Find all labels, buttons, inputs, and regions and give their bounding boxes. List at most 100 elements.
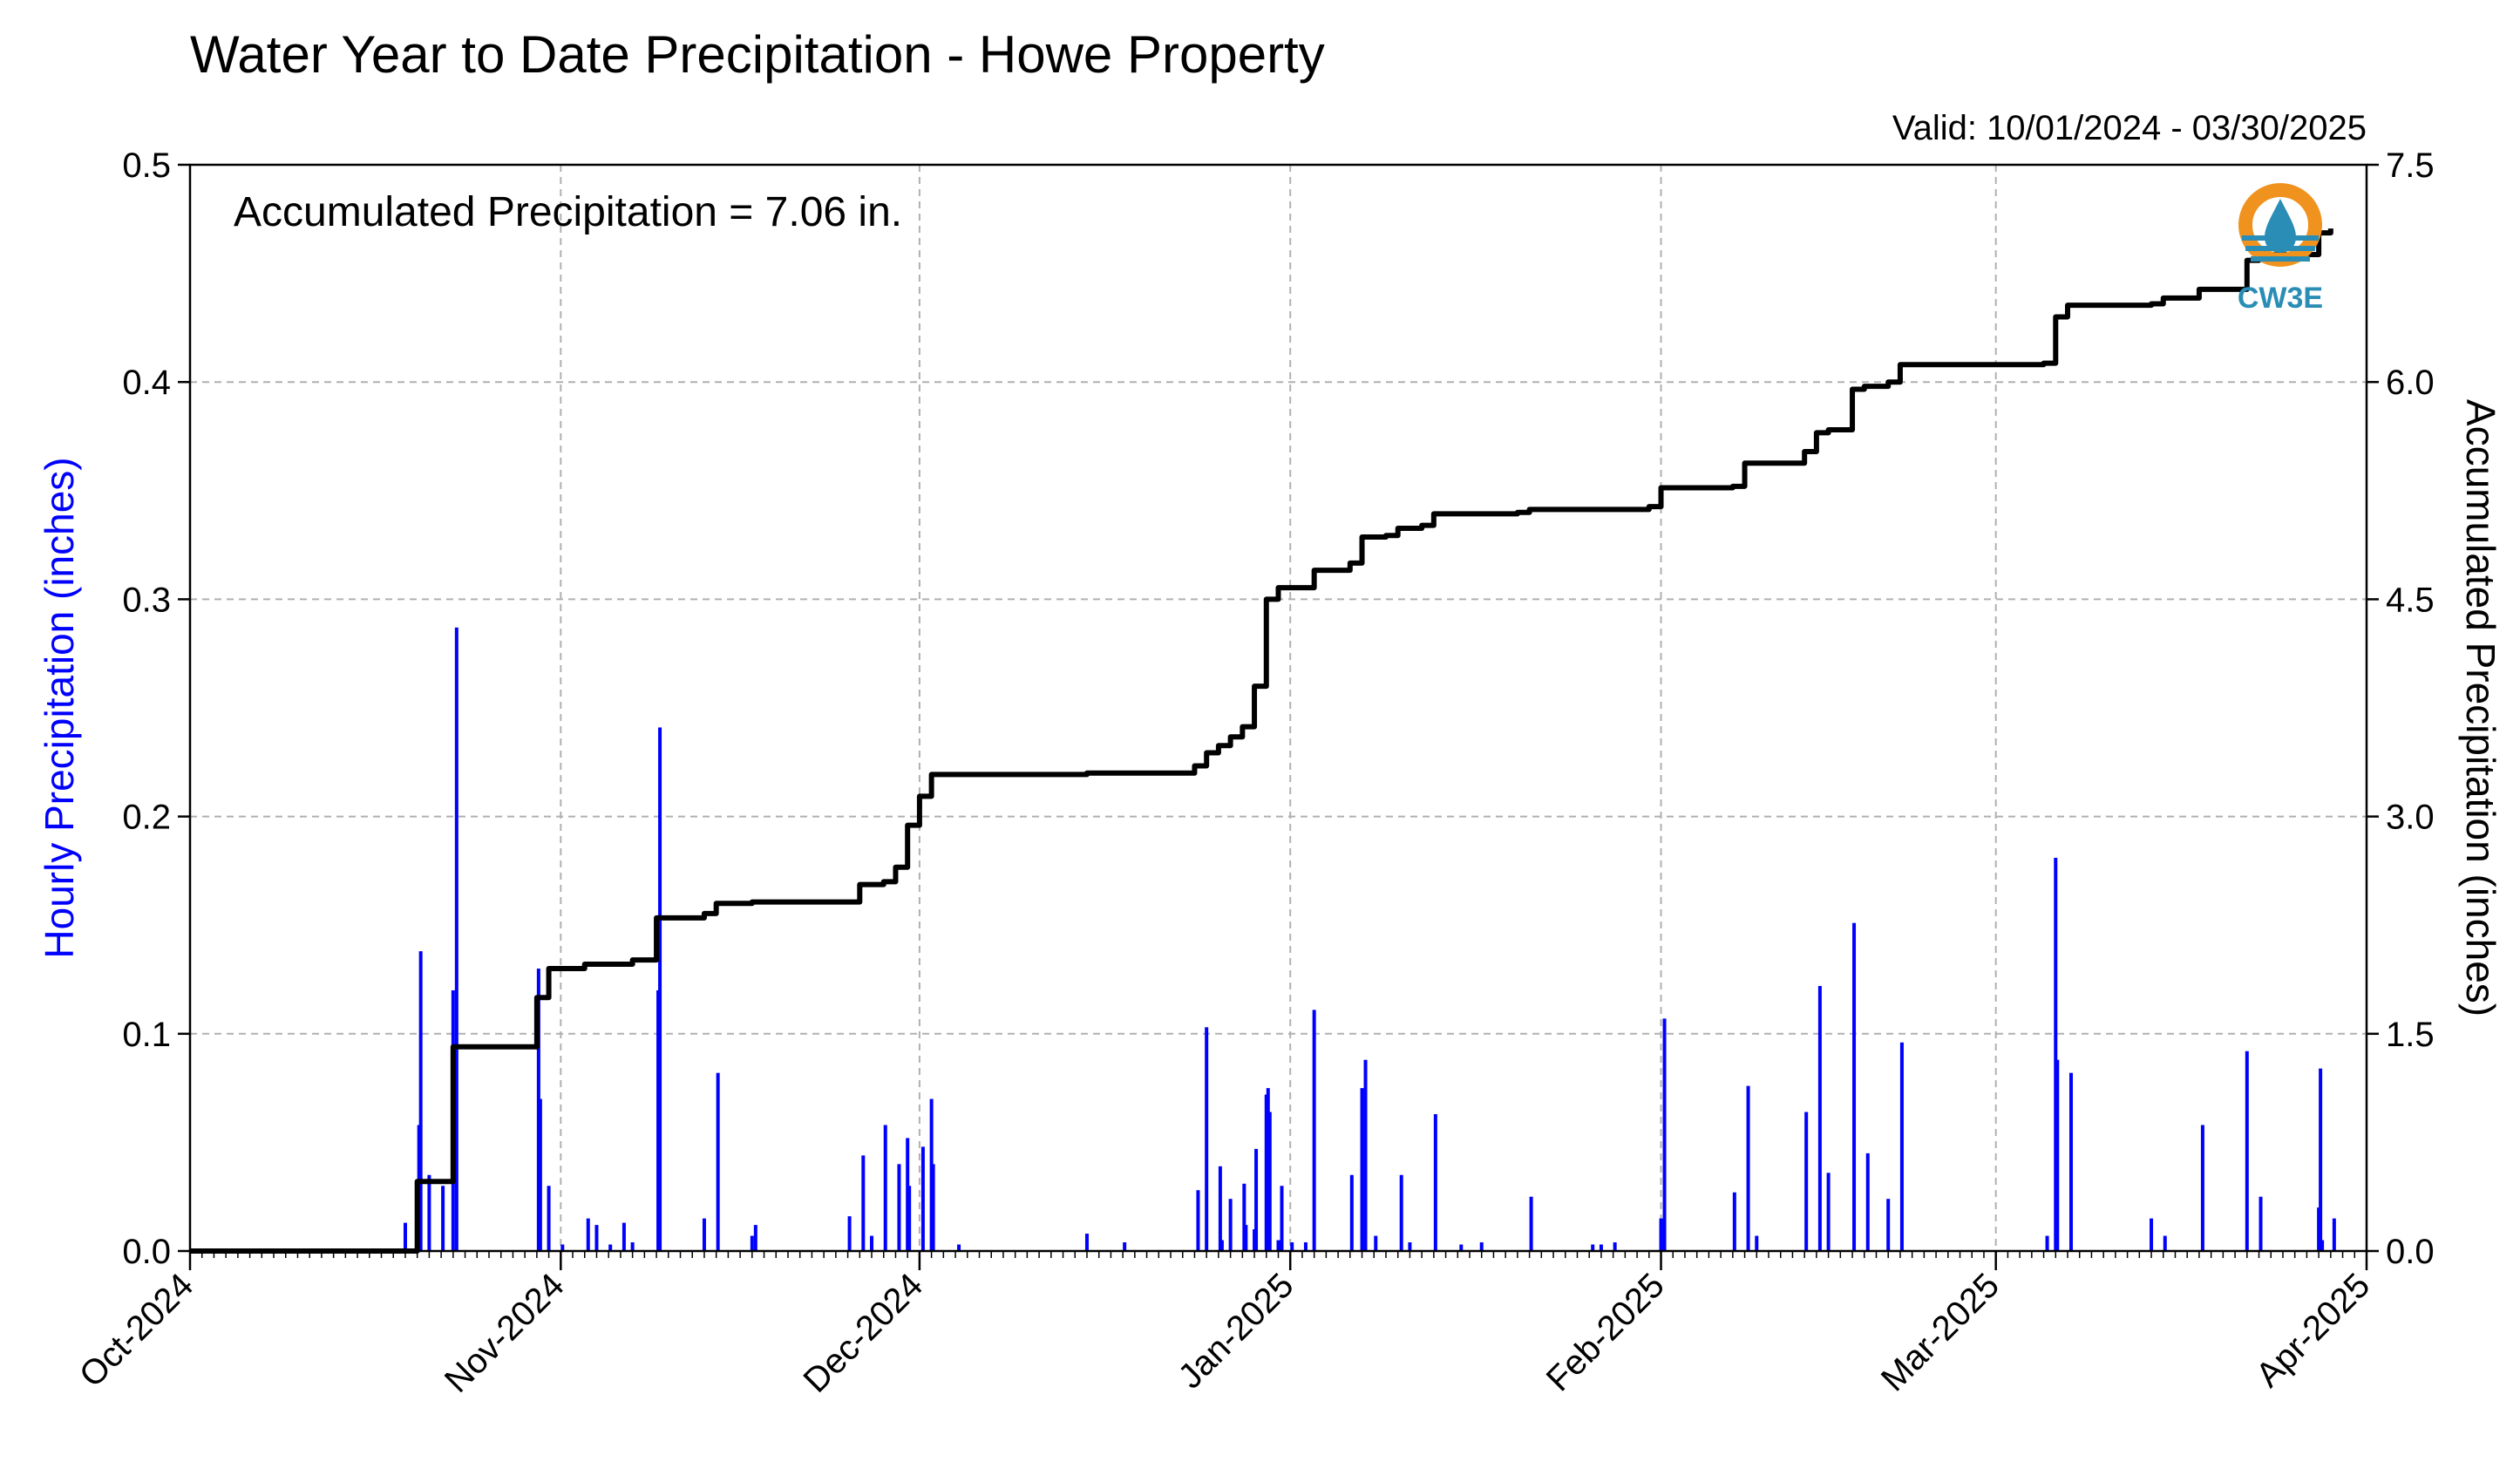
precip-bar bbox=[403, 1222, 407, 1251]
logo-wave-icon-2 bbox=[2245, 246, 2315, 251]
precip-bar bbox=[1408, 1242, 1412, 1251]
precip-bar bbox=[2245, 1051, 2249, 1251]
logo-wave-icon bbox=[2242, 235, 2319, 241]
precip-bar bbox=[1242, 1183, 1246, 1251]
precip-bar bbox=[1228, 1199, 1233, 1251]
precip-bar bbox=[2319, 1068, 2323, 1251]
precip-bar bbox=[753, 1225, 757, 1251]
precip-bar bbox=[594, 1225, 599, 1251]
precip-bar bbox=[1886, 1199, 1891, 1251]
precip-bar bbox=[861, 1155, 866, 1251]
precip-bar bbox=[1244, 1225, 1248, 1251]
right-tick-label: 1.5 bbox=[2386, 1016, 2435, 1054]
precip-bar bbox=[1591, 1244, 1595, 1251]
left-tick-label: 0.5 bbox=[122, 146, 171, 185]
precip-bar bbox=[441, 1186, 445, 1251]
precip-bar bbox=[1817, 985, 1822, 1251]
precip-bar bbox=[630, 1242, 635, 1251]
precip-bar bbox=[2069, 1072, 2074, 1251]
precip-bar bbox=[1276, 1240, 1280, 1251]
accumulated-precip-line bbox=[190, 228, 2333, 1254]
precip-bar bbox=[1852, 922, 1857, 1251]
plot-frame bbox=[188, 163, 2368, 1253]
x-tick-label: Oct-2024 bbox=[72, 1266, 200, 1394]
precip-bar bbox=[1755, 1235, 1759, 1251]
precip-bar bbox=[1218, 1166, 1222, 1251]
right-tick-label: 6.0 bbox=[2386, 364, 2435, 402]
precip-bar bbox=[1804, 1112, 1809, 1251]
precip-bar bbox=[1433, 1114, 1437, 1251]
left-tick-label: 0.1 bbox=[122, 1016, 171, 1054]
precip-bar bbox=[1599, 1244, 1603, 1251]
precip-bar bbox=[1303, 1242, 1308, 1251]
precip-bar bbox=[2054, 857, 2058, 1251]
precip-bar bbox=[920, 1146, 925, 1251]
precip-bar bbox=[547, 1186, 551, 1251]
precip-bar bbox=[2332, 1218, 2336, 1251]
precip-bar bbox=[586, 1218, 590, 1251]
precip-bar bbox=[750, 1235, 754, 1251]
right-axis-label: Accumulated Precipitation (inches) bbox=[2458, 399, 2503, 1017]
axes: 0.0 0.0 0.1 1.5 0.2 3.0 0.3 4.5 0.4 6.0 0.5 7.5 Oct-… bbox=[72, 146, 2435, 1400]
precip-bar bbox=[2045, 1235, 2049, 1251]
precip-bar bbox=[1459, 1244, 1464, 1251]
logo-wave-icon-3 bbox=[2251, 256, 2310, 262]
precip-bar bbox=[560, 1244, 565, 1251]
precip-bar bbox=[1374, 1235, 1378, 1251]
precip-bar bbox=[1219, 1240, 1224, 1251]
precip-bar bbox=[1479, 1242, 1484, 1251]
precip-bar bbox=[847, 1216, 852, 1251]
precip-bar bbox=[1205, 1027, 1209, 1251]
precip-bar bbox=[1865, 1153, 1870, 1251]
precip-bar bbox=[2055, 1059, 2060, 1251]
x-tick-label: Jan-2025 bbox=[1172, 1266, 1301, 1396]
precip-bar bbox=[1659, 1218, 1663, 1251]
precip-bar bbox=[1349, 1174, 1354, 1251]
precip-bar bbox=[427, 1174, 431, 1251]
precip-bar bbox=[1196, 1190, 1200, 1251]
precip-bar bbox=[608, 1244, 613, 1251]
x-tick-label: Apr-2025 bbox=[2249, 1266, 2377, 1394]
cw3e-logo: CW3E bbox=[2238, 183, 2323, 315]
accumulated-line-path bbox=[190, 228, 2333, 1254]
precip-bar bbox=[1290, 1242, 1294, 1251]
water-drop-icon bbox=[2265, 199, 2296, 253]
x-tick-label: Mar-2025 bbox=[1874, 1266, 2007, 1398]
precip-bar bbox=[1613, 1242, 1617, 1251]
precip-bar bbox=[2258, 1196, 2263, 1251]
precip-bar bbox=[1123, 1242, 1127, 1251]
precip-bar bbox=[1529, 1196, 1533, 1251]
precip-bar bbox=[870, 1235, 874, 1251]
x-tick-label: Dec-2024 bbox=[797, 1266, 931, 1400]
precip-bar bbox=[1312, 1010, 1316, 1251]
chart-title: Water Year to Date Precipitation - Howe … bbox=[190, 25, 1325, 84]
precip-bar bbox=[1899, 1042, 1904, 1251]
precip-bar bbox=[1084, 1234, 1089, 1251]
accumulated-annotation: Accumulated Precipitation = 7.06 in. bbox=[234, 189, 902, 235]
x-tick-label: Feb-2025 bbox=[1539, 1266, 1672, 1398]
precip-bar bbox=[2150, 1218, 2154, 1251]
precip-bar bbox=[418, 951, 423, 1251]
precip-bar bbox=[716, 1072, 720, 1251]
grid-lines bbox=[190, 165, 2367, 1251]
precip-bar bbox=[1746, 1085, 1750, 1251]
precip-bar bbox=[1254, 1148, 1259, 1251]
logo-text: CW3E bbox=[2238, 282, 2323, 315]
precip-bar bbox=[1266, 1088, 1270, 1251]
x-tick-label: Nov-2024 bbox=[438, 1266, 572, 1400]
precip-bar bbox=[1732, 1192, 1736, 1251]
precip-bar bbox=[907, 1186, 912, 1251]
valid-date-label: Valid: 10/01/2024 - 03/30/2025 bbox=[1892, 109, 2367, 147]
right-tick-label: 0.0 bbox=[2386, 1233, 2435, 1271]
left-axis-label: Hourly Precipitation (inches) bbox=[37, 457, 82, 958]
precip-bar bbox=[883, 1125, 887, 1251]
right-tick-label: 4.5 bbox=[2386, 581, 2435, 619]
hourly-precip-bars bbox=[403, 627, 2336, 1251]
precip-bar bbox=[2163, 1235, 2167, 1251]
precip-bar bbox=[897, 1164, 901, 1251]
right-tick-label: 3.0 bbox=[2386, 799, 2435, 837]
precip-bar bbox=[931, 1164, 935, 1251]
precip-bar bbox=[1280, 1186, 1284, 1251]
left-tick-label: 0.4 bbox=[122, 364, 171, 402]
